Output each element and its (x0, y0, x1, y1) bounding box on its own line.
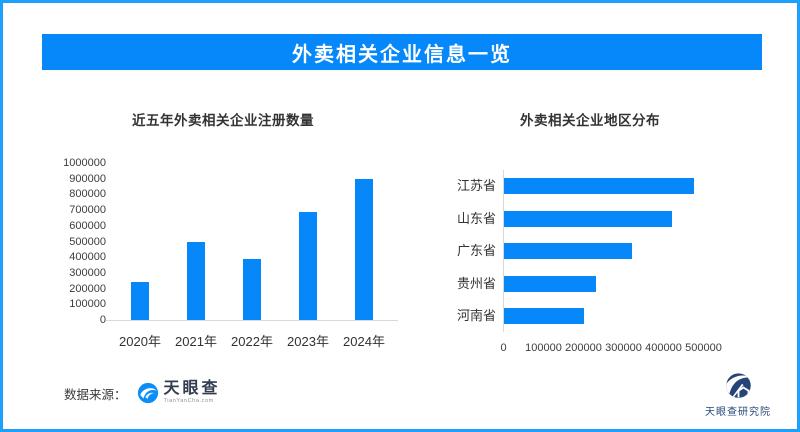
tianyancha-institute-icon (725, 373, 751, 398)
y-axis-line (503, 170, 504, 332)
bar-2020年 (131, 281, 149, 320)
left-chart-title: 近五年外卖相关企业注册数量 (132, 113, 314, 128)
bar-2022年 (243, 258, 261, 320)
category-label: 2022年 (231, 334, 273, 349)
category-label: 2023年 (287, 334, 329, 349)
x-axis-tick-label: 100000 (525, 342, 562, 354)
tianyancha-name: 天眼查 (163, 380, 221, 398)
bar-山东省 (504, 210, 672, 227)
page-title: 外卖相关企业信息一览 (292, 43, 512, 66)
x-axis-tick-label: 300000 (605, 342, 642, 354)
y-axis-tick-label: 300000 (69, 266, 106, 279)
data-source-label: 数据来源： (64, 387, 127, 402)
category-label: 广东省 (456, 243, 496, 258)
bar-广东省 (504, 243, 632, 259)
data-source-row: 数据来源： 天眼查 TianYanCha.com (64, 378, 221, 408)
bar-2023年 (299, 211, 317, 320)
y-axis-tick-label: 600000 (69, 219, 106, 232)
category-label: 江苏省 (456, 178, 496, 193)
y-axis-tick-label: 500000 (69, 235, 106, 248)
category-label: 2024年 (343, 334, 385, 349)
y-axis-tick-label: 1000000 (63, 157, 106, 169)
bar-贵州省 (504, 275, 596, 292)
x-axis-tick-label: 200000 (565, 342, 602, 354)
y-axis-tick-label: 0 (99, 314, 106, 326)
y-axis-tick-label: 100000 (69, 298, 106, 311)
category-label: 2020年 (119, 334, 161, 349)
tianyancha-domain: TianYanCha.com (163, 398, 214, 405)
registrations-bar-chart: 0 100000 200000 300000 400000 500000 600000 700… (60, 150, 405, 360)
y-axis-tick-label: 900000 (69, 172, 106, 185)
category-label: 2021年 (175, 334, 217, 349)
category-label: 贵州省 (456, 275, 496, 291)
x-axis-line (106, 320, 398, 321)
y-axis-tick-label: 700000 (69, 204, 106, 217)
x-axis-tick-label: 0 (500, 342, 507, 354)
category-label: 河南省 (456, 308, 496, 323)
institute-logo-block: 天眼查研究院 (695, 372, 781, 418)
bar-2024年 (355, 178, 373, 320)
bar-2021年 (187, 242, 205, 320)
institute-name: 天眼查研究院 (705, 407, 771, 418)
right-chart-title: 外卖相关企业地区分布 (520, 113, 660, 128)
y-axis-tick-label: 800000 (69, 188, 106, 201)
bar-河南省 (504, 308, 584, 324)
x-axis-tick-label: 400000 (645, 342, 682, 354)
category-label: 山东省 (456, 210, 496, 226)
y-axis-tick-label: 200000 (69, 282, 106, 295)
y-axis-tick-label: 400000 (69, 251, 106, 264)
x-axis-tick-label: 500000 (685, 342, 722, 354)
tianyancha-eye-icon (137, 382, 158, 404)
region-distribution-bar-chart: 江苏省山东省广东省贵州省河南省 0 100000 200000 300000 400000… (440, 150, 770, 365)
tianyancha-wordmark: 天眼查 TianYanCha.com (164, 381, 221, 405)
page-title-banner: 外卖相关企业信息一览 (42, 34, 762, 70)
bar-江苏省 (504, 178, 694, 194)
